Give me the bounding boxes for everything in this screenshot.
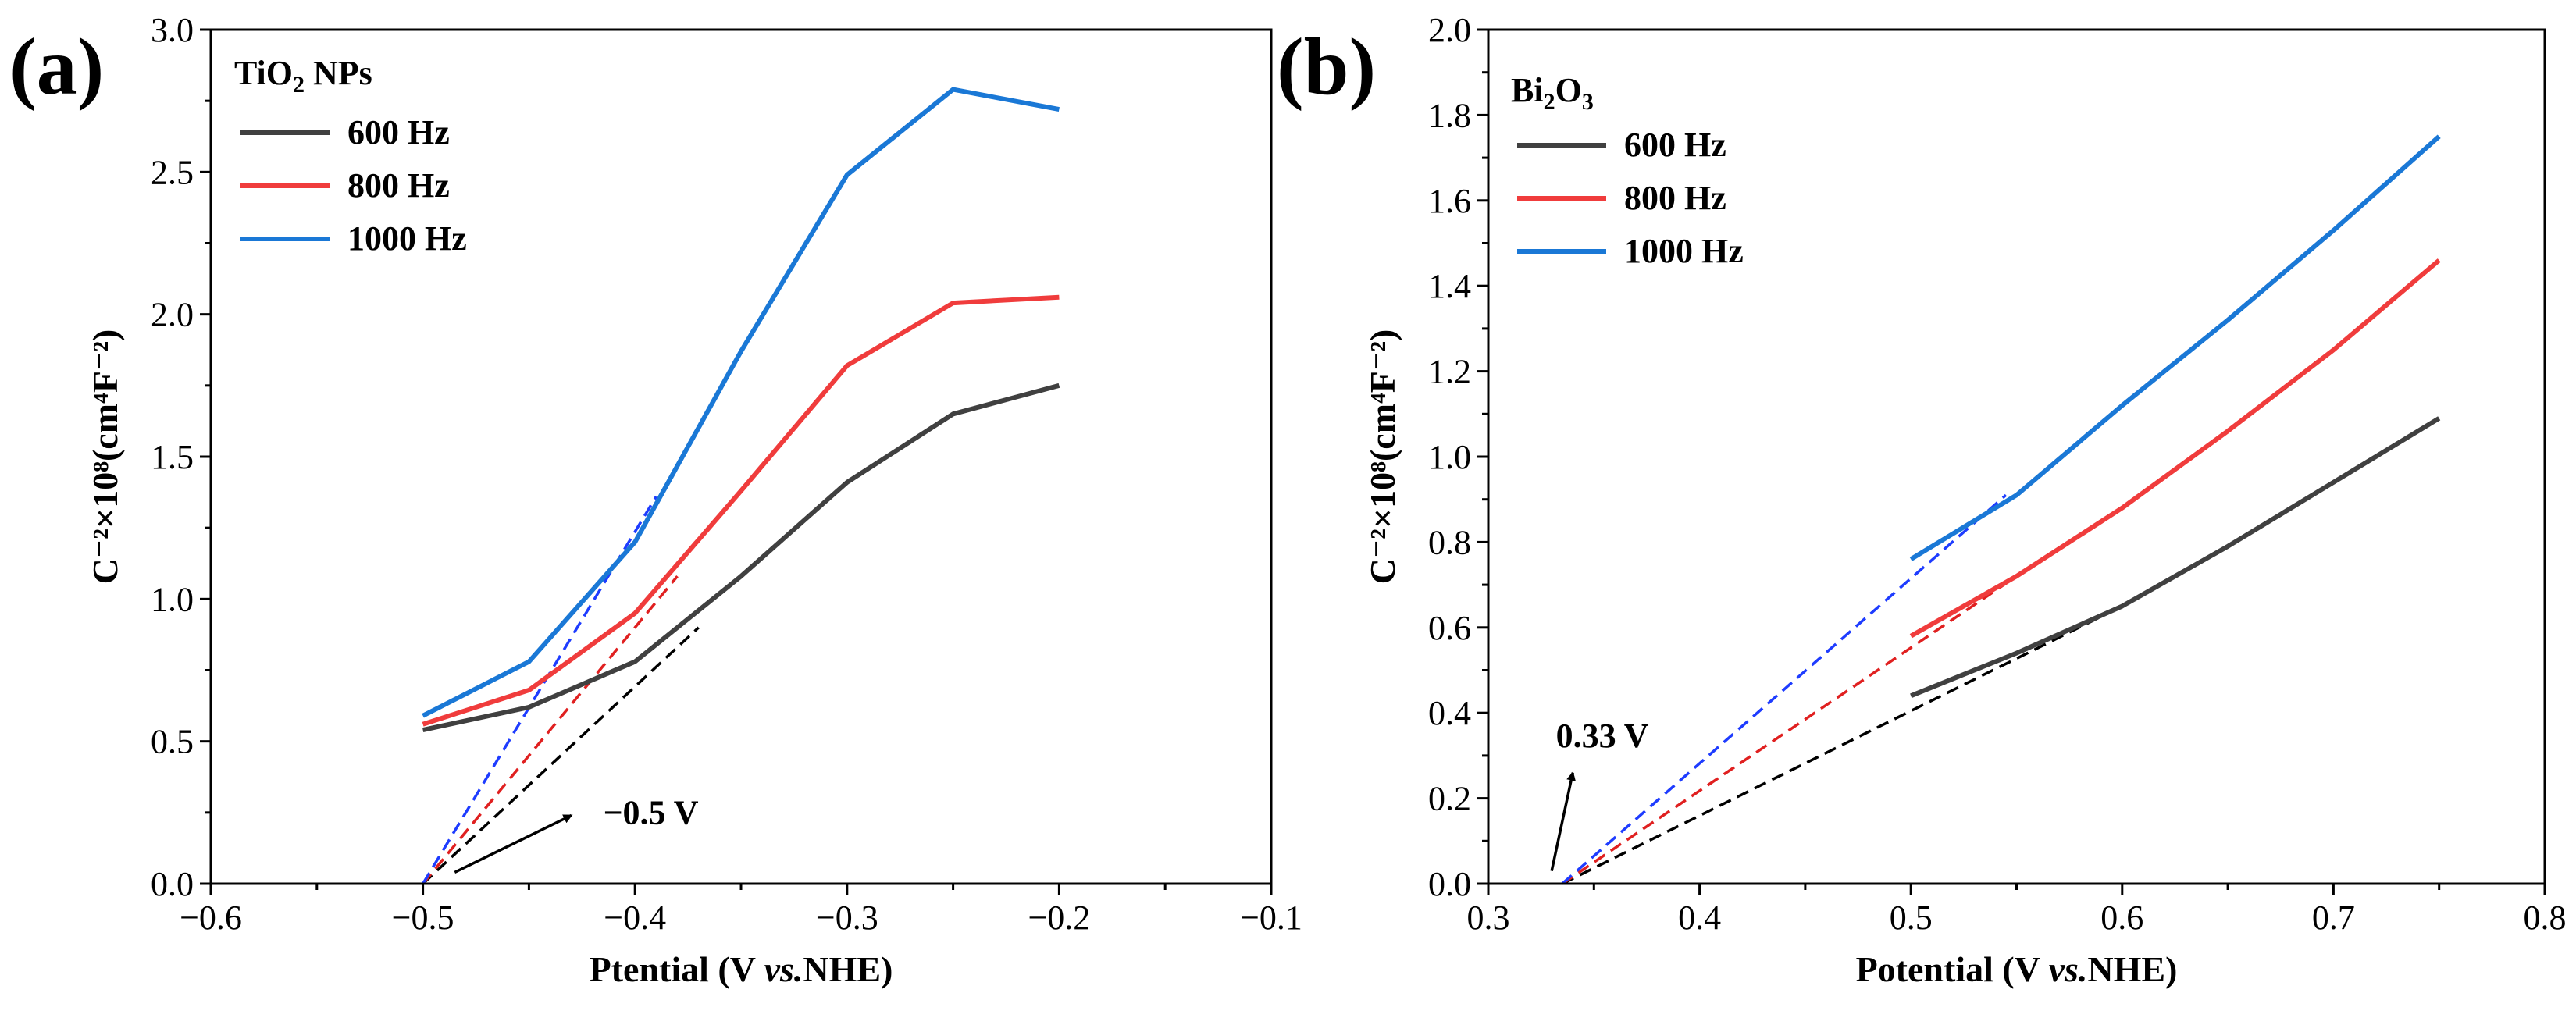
y-tick-label-b: 0.4 bbox=[1428, 694, 1471, 732]
legend-a: TiO2 NPs 600 Hz 800 Hz 1000 Hz bbox=[234, 54, 467, 258]
y-tick-label-b: 1.4 bbox=[1428, 267, 1471, 305]
y-tick-label-b: 0.2 bbox=[1428, 780, 1471, 818]
x-tick-label-b: 0.7 bbox=[2312, 899, 2355, 937]
x-tick-label-b: 0.8 bbox=[2524, 899, 2567, 937]
x-tick-label-b: 0.5 bbox=[1890, 899, 1933, 937]
x-axis-title-a: Ptential (V vs.NHE) bbox=[590, 949, 893, 989]
x-tick-label-a: −0.6 bbox=[180, 899, 242, 937]
x-tick-label-a: −0.2 bbox=[1028, 899, 1090, 937]
y-tick-label-b: 0.6 bbox=[1428, 609, 1471, 647]
series-line-600hz-b bbox=[1910, 416, 2441, 699]
y-tick-label-b: 0.8 bbox=[1428, 523, 1471, 561]
panel-label-b: (b) bbox=[1277, 22, 1376, 112]
x-axis-title-b: Potential (V vs.NHE) bbox=[1856, 949, 2178, 989]
y-tick-label-a: 2.0 bbox=[151, 296, 194, 334]
annotation-label-a: −0.5 V bbox=[603, 793, 698, 831]
series-line-1000hz-a bbox=[422, 87, 1060, 718]
x-tick-label-a: −0.3 bbox=[816, 899, 878, 937]
series-line-600hz-a bbox=[422, 383, 1060, 733]
y-tick-label-a: 0.5 bbox=[151, 723, 194, 761]
y-tick-label-b: 2.0 bbox=[1428, 11, 1471, 49]
y-tick-label-a: 2.5 bbox=[151, 153, 194, 191]
legend-label-b: 800 Hz bbox=[1624, 179, 1726, 217]
y-tick-label-a: 1.5 bbox=[151, 438, 194, 476]
x-tick-label-b: 0.3 bbox=[1467, 899, 1510, 937]
legend-label-a: 600 Hz bbox=[347, 113, 450, 151]
y-tick-label-a: 3.0 bbox=[151, 11, 194, 49]
y-tick-label-b: 1.2 bbox=[1428, 353, 1471, 391]
x-tick-label-a: −0.5 bbox=[392, 899, 454, 937]
annotation-label-b: 0.33 V bbox=[1556, 717, 1649, 755]
legend-label-a: 800 Hz bbox=[347, 166, 450, 205]
fit-line-a bbox=[422, 575, 679, 885]
panel-label-a: (a) bbox=[9, 22, 104, 112]
panel-a: (a) −0.6 −0.5 −0.4 −0.3 −0.2 −0.1 0.0 0.5 1.0 1.5… bbox=[9, 11, 1302, 989]
series-line-1000hz-b bbox=[1909, 134, 2441, 561]
legend-label-a: 1000 Hz bbox=[347, 219, 467, 258]
x-tick-label-b: 0.4 bbox=[1678, 899, 1721, 937]
legend-title-b: Bi2O3 bbox=[1511, 71, 1594, 115]
fit-line-b bbox=[1561, 604, 2123, 885]
fit-line-a bbox=[422, 626, 700, 885]
panel-b: (b) 0.3 0.4 0.5 0.6 0.7 0.8 0.0 0.2 0.4 0.6 0.8 1.0… bbox=[1277, 11, 2567, 989]
legend-b: Bi2O3 600 Hz 800 Hz 1000 Hz bbox=[1511, 71, 1744, 270]
fit-line-b bbox=[1561, 575, 2018, 885]
y-tick-label-b: 0.0 bbox=[1428, 865, 1471, 903]
y-tick-label-a: 0.0 bbox=[151, 865, 194, 903]
series-line-800hz-a bbox=[422, 294, 1060, 727]
y-tick-label-b: 1.8 bbox=[1428, 96, 1471, 134]
annotation-arrow-a bbox=[454, 813, 573, 874]
y-tick-label-a: 1.0 bbox=[151, 580, 194, 618]
annotation-arrow-b bbox=[1550, 771, 1577, 871]
legend-title-a: TiO2 NPs bbox=[234, 54, 372, 98]
legend-label-b: 600 Hz bbox=[1624, 126, 1726, 164]
plot-frame-a bbox=[209, 28, 1273, 885]
x-tick-label-a: −0.4 bbox=[604, 899, 666, 937]
fit-line-b bbox=[1561, 493, 2008, 885]
x-tick-label-a: −0.1 bbox=[1240, 899, 1302, 937]
y-axis-title-a: C⁻²×10⁸(cm⁴F⁻²) bbox=[85, 329, 125, 585]
y-axis-title-b: C⁻²×10⁸(cm⁴F⁻²) bbox=[1363, 329, 1402, 585]
y-tick-label-b: 1.0 bbox=[1428, 438, 1471, 476]
series-line-800hz-b bbox=[1909, 258, 2441, 639]
x-tick-label-b: 0.6 bbox=[2100, 899, 2143, 937]
legend-label-b: 1000 Hz bbox=[1624, 232, 1744, 270]
y-tick-label-b: 1.6 bbox=[1428, 182, 1471, 220]
